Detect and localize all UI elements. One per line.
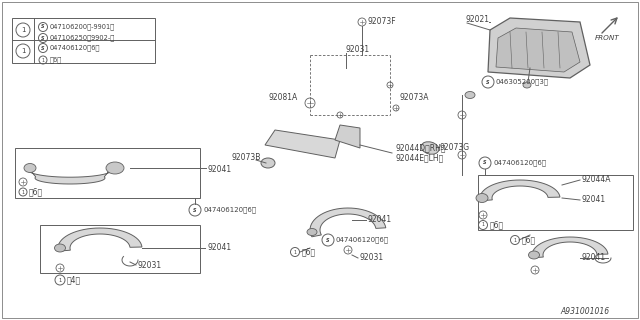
Text: 047406120（6）: 047406120（6） — [203, 207, 256, 213]
Text: 92073F: 92073F — [368, 18, 397, 27]
Text: 92073A: 92073A — [400, 93, 429, 102]
Text: 92044E〈LH〉: 92044E〈LH〉 — [395, 154, 444, 163]
Text: 1: 1 — [58, 277, 61, 283]
Text: S: S — [41, 36, 45, 41]
Text: 1: 1 — [20, 27, 25, 33]
Text: 046305200（3）: 046305200（3） — [496, 79, 549, 85]
Text: A931001016: A931001016 — [560, 308, 609, 316]
Ellipse shape — [54, 244, 65, 252]
Text: 1: 1 — [21, 189, 24, 195]
Text: 92041: 92041 — [208, 165, 232, 174]
Bar — [478, 175, 633, 230]
Text: 1: 1 — [42, 58, 45, 62]
Ellipse shape — [529, 251, 540, 259]
Ellipse shape — [307, 228, 317, 236]
Ellipse shape — [523, 82, 531, 88]
Text: 92044D〈RH〉: 92044D〈RH〉 — [395, 143, 445, 153]
Text: 047406120（6）: 047406120（6） — [50, 45, 100, 51]
Text: 1: 1 — [20, 48, 25, 54]
Text: 047106250〈9902-〉: 047106250〈9902-〉 — [50, 35, 115, 41]
Text: S: S — [483, 161, 487, 165]
Ellipse shape — [24, 164, 36, 172]
Text: 92041: 92041 — [582, 196, 606, 204]
Text: 1: 1 — [513, 237, 516, 243]
Text: （4）: （4） — [67, 276, 81, 284]
Text: 047106200（-9901）: 047106200（-9901） — [50, 24, 115, 30]
Text: （6）: （6） — [29, 188, 43, 196]
Text: （6）: （6） — [50, 57, 62, 63]
Polygon shape — [265, 130, 340, 158]
Text: S: S — [41, 25, 45, 29]
Text: FRONT: FRONT — [595, 35, 620, 41]
Text: 92021: 92021 — [466, 15, 490, 25]
Ellipse shape — [465, 92, 475, 99]
Text: 047406120（6）: 047406120（6） — [493, 160, 546, 166]
Polygon shape — [310, 208, 386, 237]
Text: 92041: 92041 — [207, 244, 231, 252]
Text: 92073G: 92073G — [440, 143, 470, 153]
Ellipse shape — [261, 158, 275, 168]
Polygon shape — [28, 169, 112, 184]
Bar — [15, 148, 200, 198]
Text: 92081A: 92081A — [269, 93, 298, 102]
Text: S: S — [41, 45, 45, 51]
Text: 92031: 92031 — [360, 253, 384, 262]
Text: 92031: 92031 — [346, 45, 370, 54]
Text: 92044A: 92044A — [582, 175, 611, 185]
Bar — [40, 225, 200, 273]
Text: 047406120（6）: 047406120（6） — [336, 237, 389, 243]
Text: S: S — [326, 237, 330, 243]
Polygon shape — [532, 237, 608, 258]
Text: 92031: 92031 — [138, 260, 162, 269]
Text: 92041: 92041 — [582, 253, 606, 262]
Polygon shape — [488, 18, 590, 78]
Polygon shape — [480, 180, 560, 201]
Text: S: S — [486, 79, 490, 84]
Text: 92041: 92041 — [368, 215, 392, 225]
Ellipse shape — [421, 142, 439, 154]
Text: （6）: （6） — [302, 247, 316, 257]
Ellipse shape — [476, 194, 488, 203]
Text: 1: 1 — [481, 222, 484, 228]
Polygon shape — [496, 28, 580, 72]
Text: 1: 1 — [293, 250, 296, 254]
Text: （6）: （6） — [522, 236, 536, 244]
Text: S: S — [193, 207, 196, 212]
Polygon shape — [335, 125, 360, 148]
Bar — [12, 18, 155, 63]
Text: （6）: （6） — [490, 220, 504, 229]
Polygon shape — [58, 228, 142, 251]
Ellipse shape — [106, 162, 124, 174]
Text: 92073B: 92073B — [232, 154, 261, 163]
